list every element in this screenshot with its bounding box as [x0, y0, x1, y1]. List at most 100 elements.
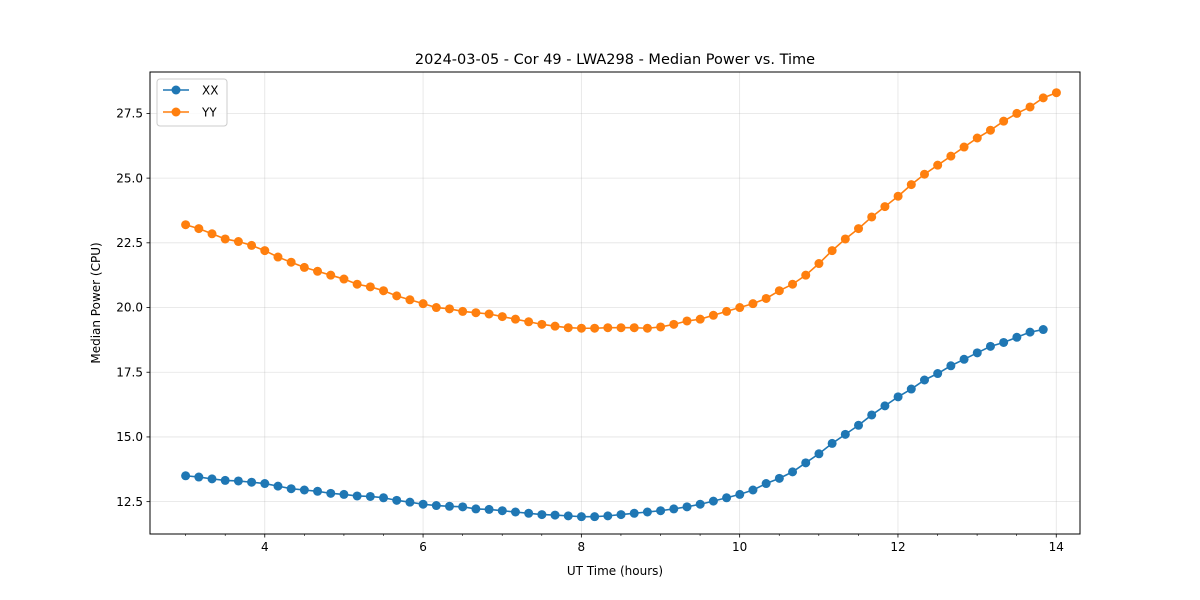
data-point-yy	[985, 125, 995, 135]
data-point-xx	[247, 477, 257, 487]
data-point-yy	[247, 240, 257, 250]
data-point-yy	[1051, 88, 1061, 98]
x-axis-label: UT Time (hours)	[567, 564, 663, 578]
data-point-xx	[656, 506, 666, 516]
series-layer	[181, 88, 1061, 522]
data-point-yy	[959, 142, 969, 152]
series-yy	[181, 88, 1061, 333]
data-point-yy	[550, 321, 560, 331]
data-point-xx	[801, 458, 811, 468]
data-point-yy	[524, 317, 534, 327]
plot-area-frame	[149, 71, 1081, 535]
data-point-yy	[194, 224, 204, 234]
data-point-yy	[339, 274, 349, 284]
data-point-yy	[656, 322, 666, 332]
data-point-xx	[867, 410, 877, 420]
data-point-yy	[220, 234, 230, 244]
data-point-yy	[458, 306, 468, 316]
data-point-xx	[840, 429, 850, 439]
data-point-yy	[484, 309, 494, 319]
data-point-xx	[445, 501, 454, 511]
data-point-xx	[365, 491, 375, 501]
data-point-xx	[181, 471, 191, 481]
data-point-yy	[497, 312, 507, 322]
data-point-yy	[814, 259, 824, 269]
data-point-xx	[326, 488, 336, 498]
data-point-yy	[405, 295, 415, 305]
data-point-xx	[431, 501, 441, 511]
data-point-xx	[893, 392, 903, 402]
data-point-yy	[510, 314, 520, 324]
y-tick-label: 20.0	[116, 301, 143, 315]
data-point-xx	[616, 510, 626, 520]
data-point-yy	[774, 286, 784, 296]
data-point-xx	[669, 504, 679, 514]
data-point-yy	[590, 323, 600, 333]
data-point-yy	[682, 316, 692, 326]
data-point-yy	[906, 180, 916, 190]
data-point-yy	[629, 323, 639, 333]
data-point-xx	[418, 499, 428, 509]
data-point-xx	[708, 496, 718, 506]
data-point-xx	[563, 511, 573, 521]
data-point-yy	[563, 323, 573, 333]
data-point-yy	[181, 220, 191, 230]
data-point-yy	[867, 212, 877, 222]
data-point-yy	[919, 169, 929, 179]
data-point-yy	[431, 303, 441, 313]
y-axis-ticks: 12.5 15.0 17.5 20.0 22.5 25.0 27.5	[116, 107, 150, 509]
data-point-xx	[194, 472, 204, 482]
data-point-yy	[1038, 93, 1048, 103]
data-point-yy	[537, 319, 547, 329]
data-point-xx	[985, 341, 995, 351]
chart-title: 2024-03-05 - Cor 49 - LWA298 - Median Po…	[415, 52, 815, 68]
data-point-xx	[471, 504, 481, 514]
data-point-xx	[352, 491, 362, 501]
data-point-yy	[642, 323, 652, 333]
data-point-yy	[379, 286, 389, 296]
data-point-yy	[392, 291, 402, 301]
data-point-xx	[774, 473, 784, 483]
data-point-yy	[893, 191, 903, 201]
data-point-xx	[682, 502, 692, 512]
data-point-xx	[379, 493, 389, 503]
data-point-xx	[1012, 332, 1022, 342]
data-point-yy	[603, 323, 613, 333]
data-point-xx	[207, 474, 217, 484]
legend: XX YY	[156, 78, 228, 127]
data-point-xx	[1038, 325, 1048, 335]
data-point-yy	[1025, 102, 1035, 112]
data-point-yy	[616, 323, 626, 333]
x-axis-ticks: 4 6 8 10 12 14	[185, 534, 1064, 554]
data-point-xx	[299, 485, 309, 495]
data-point-xx	[854, 420, 864, 430]
data-point-xx	[524, 508, 534, 518]
data-point-xx	[827, 438, 837, 448]
data-point-xx	[814, 449, 824, 459]
data-point-yy	[999, 116, 1009, 126]
data-point-yy	[365, 282, 375, 292]
data-point-yy	[840, 234, 850, 244]
data-point-yy	[326, 270, 336, 280]
data-point-yy	[286, 257, 296, 267]
data-point-xx	[748, 485, 758, 495]
legend-marker-yy	[171, 107, 181, 117]
data-point-xx	[273, 481, 283, 491]
series-xx	[181, 325, 1048, 522]
data-point-yy	[946, 151, 956, 161]
data-point-xx	[946, 361, 956, 371]
legend-label-xx: XX	[202, 84, 218, 98]
legend-marker-xx	[171, 85, 181, 95]
data-point-yy	[299, 262, 309, 272]
legend-label-yy: YY	[201, 106, 217, 120]
data-point-yy	[471, 308, 481, 318]
data-point-xx	[642, 507, 652, 517]
data-point-yy	[576, 323, 586, 333]
data-point-xx	[339, 489, 349, 499]
data-point-xx	[959, 354, 969, 364]
data-point-xx	[933, 369, 943, 379]
x-tick-label: 10	[732, 540, 747, 554]
y-tick-label: 25.0	[116, 171, 143, 185]
data-point-yy	[669, 319, 679, 329]
